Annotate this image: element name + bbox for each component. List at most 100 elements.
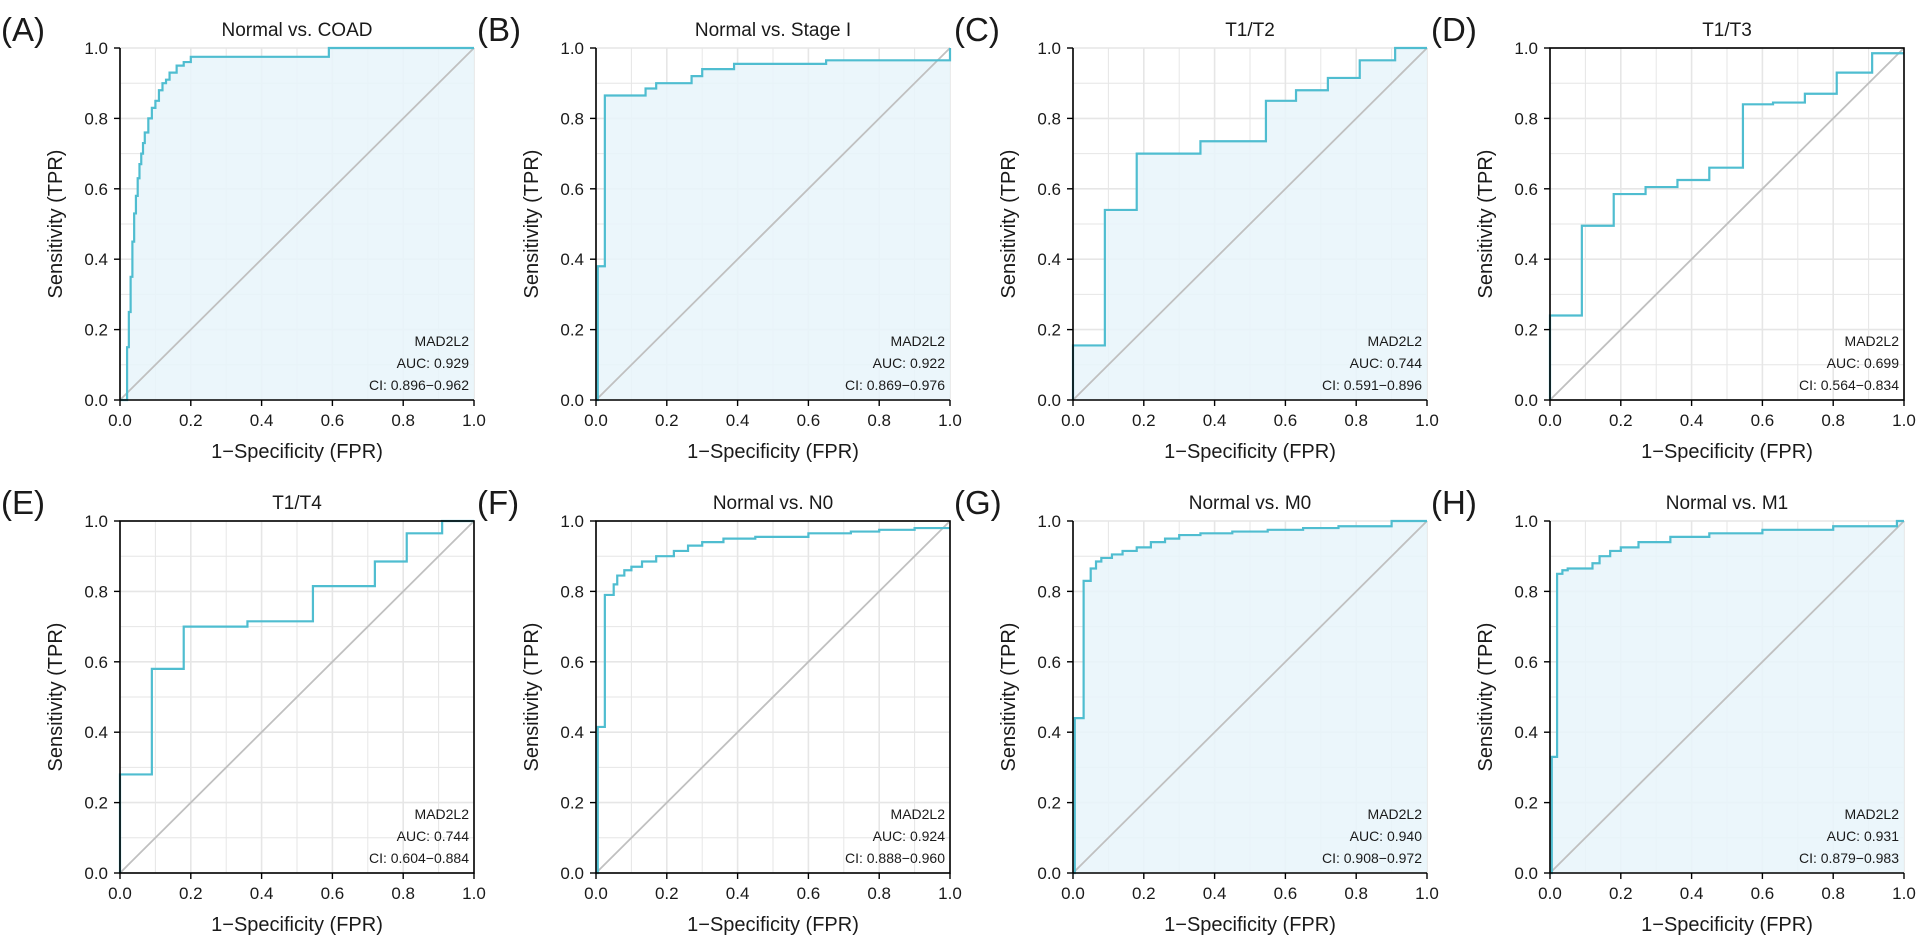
legend: MAD2L2 AUC: 0.940 CI: 0.908−0.972 <box>1322 806 1422 866</box>
x-tick-label: 0.0 <box>1538 411 1562 430</box>
y-tick-label: 0.6 <box>1514 653 1538 672</box>
panel-d: (D) T1/T3 0.0 0.2 0.4 0.6 0.8 1.0 0.0 0.2 0.4 0.6 0.… <box>1431 11 1916 463</box>
y-tick-label: 0.2 <box>84 794 108 813</box>
panel-title: Normal vs. N0 <box>713 493 833 514</box>
y-tick-label: 0.4 <box>1037 250 1061 269</box>
x-tick-label: 0.8 <box>1344 884 1368 903</box>
y-tick-label: 0.8 <box>84 582 108 601</box>
legend: MAD2L2 AUC: 0.924 CI: 0.888−0.960 <box>845 806 945 866</box>
panel-a: (A) Normal vs. COAD 0.0 0.2 0.4 0.6 0.8 1.0 0.0 0… <box>1 11 486 463</box>
plot-frame <box>119 520 475 874</box>
y-tick-label: 0.0 <box>1037 864 1061 883</box>
roc-curve <box>1548 52 1904 400</box>
y-tick-label: 0.2 <box>560 794 584 813</box>
diagonal-reference-line <box>595 520 951 874</box>
x-tick-label: 1.0 <box>938 884 962 903</box>
legend-line: CI: 0.896−0.962 <box>369 377 469 393</box>
panel-g: (G) Normal vs. M0 0.0 0.2 0.4 0.6 0.8 1.0 0.0 0.2… <box>954 484 1439 936</box>
x-tick-label: 0.4 <box>1680 411 1704 430</box>
plot-frame <box>1549 47 1905 401</box>
x-tick-label: 0.4 <box>250 884 274 903</box>
y-tick-label: 1.0 <box>84 39 108 58</box>
legend-line: CI: 0.869−0.976 <box>845 377 945 393</box>
legend-line: AUC: 0.940 <box>1350 828 1423 844</box>
x-tick-label: 0.8 <box>391 884 415 903</box>
x-tick-label: 1.0 <box>462 884 486 903</box>
y-tick-label: 0.2 <box>84 321 108 340</box>
x-tick-label: 0.0 <box>1538 884 1562 903</box>
y-tick-label: 1.0 <box>84 512 108 531</box>
legend-line: AUC: 0.699 <box>1827 355 1900 371</box>
x-tick-label: 0.4 <box>726 411 750 430</box>
roc-curve <box>1550 519 1904 875</box>
x-tick-label: 0.2 <box>1609 884 1633 903</box>
x-tick-label: 0.2 <box>655 411 679 430</box>
x-tick-label: 0.4 <box>250 411 274 430</box>
x-tick-label: 0.6 <box>1751 884 1775 903</box>
y-tick-label: 0.4 <box>1514 723 1538 742</box>
panel-title: T1/T4 <box>272 493 322 514</box>
panel-title: Normal vs. COAD <box>222 20 373 41</box>
x-tick-label: 1.0 <box>462 411 486 430</box>
x-tick-label: 1.0 <box>1415 411 1439 430</box>
legend: MAD2L2 AUC: 0.922 CI: 0.869−0.976 <box>845 333 945 393</box>
diagonal-reference-line <box>1072 520 1428 874</box>
x-tick-label: 0.8 <box>867 411 891 430</box>
y-tick-label: 0.6 <box>84 180 108 199</box>
panel-title: T1/T3 <box>1702 20 1752 41</box>
x-tick-label: 0.6 <box>1751 411 1775 430</box>
panel-letter: (A) <box>1 11 45 48</box>
x-axis-label: 1−Specificity (FPR) <box>211 441 383 463</box>
y-tick-label: 0.4 <box>1514 250 1538 269</box>
x-tick-label: 0.4 <box>1203 884 1227 903</box>
x-tick-label: 0.4 <box>726 884 750 903</box>
panel-letter: (H) <box>1431 484 1477 521</box>
x-tick-label: 0.6 <box>797 884 821 903</box>
y-tick-label: 0.6 <box>560 653 584 672</box>
legend-line: CI: 0.604−0.884 <box>369 850 469 866</box>
legend-line: AUC: 0.744 <box>397 828 470 844</box>
legend: MAD2L2 AUC: 0.929 CI: 0.896−0.962 <box>369 333 469 393</box>
y-axis-label: Sensitivity (TPR) <box>45 623 67 772</box>
y-tick-label: 1.0 <box>1514 39 1538 58</box>
y-axis-label: Sensitivity (TPR) <box>521 623 543 772</box>
x-axis-label: 1−Specificity (FPR) <box>1641 441 1813 463</box>
y-axis-label: Sensitivity (TPR) <box>998 623 1020 772</box>
x-tick-label: 0.4 <box>1680 884 1704 903</box>
legend-line: CI: 0.888−0.960 <box>845 850 945 866</box>
x-tick-label: 0.6 <box>321 411 345 430</box>
y-tick-label: 0.0 <box>1037 391 1061 410</box>
x-tick-label: 0.6 <box>321 884 345 903</box>
x-tick-label: 1.0 <box>1415 884 1439 903</box>
x-tick-label: 0.2 <box>1609 411 1633 430</box>
y-tick-label: 0.8 <box>1037 582 1061 601</box>
legend-line: MAD2L2 <box>891 333 946 349</box>
x-tick-label: 0.2 <box>655 884 679 903</box>
y-tick-label: 0.8 <box>84 109 108 128</box>
x-axis-label: 1−Specificity (FPR) <box>687 441 859 463</box>
legend-line: AUC: 0.929 <box>397 355 470 371</box>
diagonal-reference-line <box>1549 47 1905 401</box>
x-tick-label: 0.4 <box>1203 411 1227 430</box>
plot-frame <box>595 520 951 874</box>
y-axis-label: Sensitivity (TPR) <box>998 150 1020 299</box>
x-tick-label: 0.0 <box>1061 884 1085 903</box>
y-tick-label: 1.0 <box>1037 512 1061 531</box>
panel-f: (F) Normal vs. N0 0.0 0.2 0.4 0.6 0.8 1.0 0.0 0.2… <box>477 484 962 936</box>
x-tick-label: 0.0 <box>108 411 132 430</box>
legend: MAD2L2 AUC: 0.699 CI: 0.564−0.834 <box>1799 333 1899 393</box>
y-tick-label: 1.0 <box>560 512 584 531</box>
panel-letter: (G) <box>954 484 1002 521</box>
y-tick-label: 0.2 <box>1037 794 1061 813</box>
y-axis-label: Sensitivity (TPR) <box>1475 150 1497 299</box>
panel-h: (H) Normal vs. M1 0.0 0.2 0.4 0.6 0.8 1.0 0.0 0.2… <box>1431 484 1916 936</box>
roc-curve <box>118 519 474 873</box>
x-tick-label: 0.2 <box>1132 411 1156 430</box>
roc-curve <box>1073 519 1427 875</box>
legend-line: MAD2L2 <box>415 806 470 822</box>
legend-line: CI: 0.879−0.983 <box>1799 850 1899 866</box>
x-tick-label: 0.8 <box>391 411 415 430</box>
roc-curve <box>120 46 474 402</box>
y-tick-label: 1.0 <box>1037 39 1061 58</box>
grid <box>595 520 951 874</box>
